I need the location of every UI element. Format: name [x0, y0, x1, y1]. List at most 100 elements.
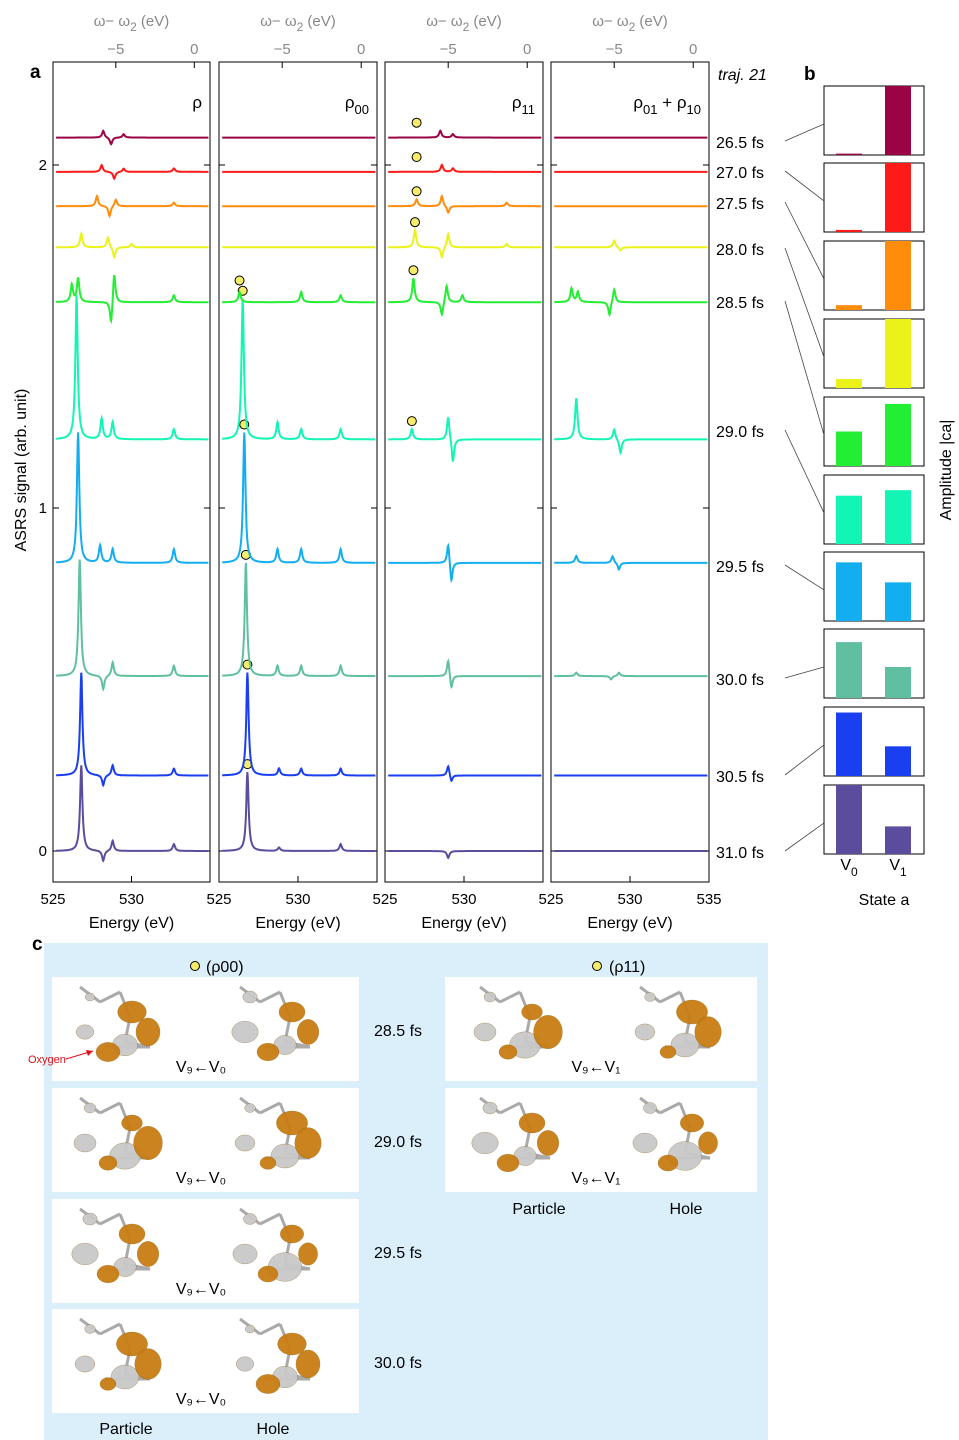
bar-frame [823, 240, 925, 311]
spectrum-trace-29-5-fs [388, 542, 542, 584]
spectrum-trace-26-5-fs [388, 129, 542, 139]
bar-V1 [885, 403, 911, 466]
time-label: 29.5 fs [716, 559, 764, 576]
top-tick-label: 0 [689, 41, 697, 58]
bond [99, 1322, 121, 1336]
bar-V1 [885, 666, 911, 698]
header-rho11: (ρ11) [609, 959, 645, 976]
spectrum-trace-28-0-fs [388, 227, 542, 260]
bar-frame [823, 318, 925, 389]
hole-orbital [632, 1096, 718, 1172]
bond [659, 1101, 681, 1115]
panel-label-c: c [32, 934, 43, 955]
orbital-row-rho00: V₉←V₀ 29.0 fs [52, 1088, 422, 1192]
time-label: 27.5 fs [716, 196, 764, 213]
transition-label: V₉←V₀ [176, 1170, 226, 1187]
orbital-lobe-orange [533, 1015, 563, 1049]
orbital-lobe-orange [537, 1130, 559, 1156]
orbital-lobe-gray [482, 1101, 498, 1115]
x-axis-label: Energy (eV) [89, 915, 174, 932]
orbital-lobe-orange [496, 1154, 520, 1172]
transition-label: V₉←V₁ [571, 1170, 620, 1187]
orbital-lobe-orange [278, 1001, 306, 1023]
orbital-lobe-orange [657, 1154, 679, 1172]
spectrum-trace-26-5-fs [56, 129, 209, 146]
spectrum-trace-29-5-fs [56, 432, 209, 564]
time-label: 30.5 fs [716, 769, 764, 786]
orbital-lobe-orange [95, 1042, 121, 1062]
peak-marker [410, 217, 421, 228]
spectrum-trace-29-5-fs [553, 554, 708, 572]
orbital-lobe-orange [98, 1155, 118, 1171]
spectrum-trace-28-5-fs [554, 285, 708, 318]
orbital-lobe-orange [498, 1044, 518, 1060]
particle-label: Particle [512, 1201, 565, 1218]
orbital-row-rho00: V₉←V₀ 30.0 fs [52, 1309, 422, 1413]
bar-V1 [885, 163, 911, 232]
panel-frame [550, 61, 710, 883]
bar-y-axis-label: Amplitude |ca| [938, 420, 955, 521]
oxygen-arrow-head [86, 1050, 93, 1056]
top-axis-label: ω− ω2 (eV) [260, 13, 336, 34]
orbital-lobe-gray [110, 1364, 140, 1390]
time-label: 28.5 fs [716, 295, 764, 312]
orbital-lobe-gray [234, 1134, 256, 1152]
bar-panel-29-5-fs [823, 551, 925, 622]
spectrum-trace-28-0-fs [554, 238, 708, 252]
orbital-lobe-gray [231, 1021, 259, 1043]
bond [259, 1322, 281, 1336]
peak-marker [406, 416, 417, 427]
x-axis-label: Energy (eV) [587, 915, 672, 932]
panel-label-b: b [804, 64, 816, 85]
particle-orbital [473, 985, 563, 1060]
particle-orbital [73, 1096, 163, 1171]
orbital-lobe-orange [116, 1331, 148, 1357]
bar-V0 [836, 642, 862, 698]
panel-title: ρ11 [512, 93, 535, 117]
connector [784, 564, 825, 591]
orbital-lobe-gray [270, 1143, 300, 1169]
orbital-lobe-gray [244, 1103, 256, 1113]
bond [99, 1101, 121, 1115]
bar-panel-26-5-fs [823, 85, 925, 156]
x-tick-label: 525 [372, 891, 397, 908]
x-tick-label: 525 [538, 891, 563, 908]
bond [659, 990, 681, 1004]
bar-panel-30-0-fs [823, 628, 925, 699]
orbital-lobe-orange [295, 1349, 321, 1379]
orbital-panel: (ρ00) (ρ11) V₉←V₀ 28.5 fs V₉←V₀ 29.0 fs V₉←V₀ 2… [28, 959, 757, 1438]
bar-panel-31-0-fs [823, 784, 925, 855]
orbital-lobe-gray [73, 1133, 97, 1153]
orbital-lobe-orange [694, 1016, 722, 1048]
spectrum-trace-30-5-fs [56, 672, 209, 788]
bar-frame [823, 628, 925, 699]
bar-V0 [836, 379, 862, 388]
spectrum-trace-30-5-fs [388, 764, 542, 783]
time-label: 30.0 fs [716, 672, 764, 689]
amplitude-bar-panels: V0 V1 [823, 85, 925, 879]
y-tick-label: 2 [39, 157, 47, 174]
spectrum-trace-27-5-fs [56, 193, 209, 219]
top-axis-label: ω− ω2 (eV) [592, 13, 668, 34]
orbital-lobe-orange [659, 1045, 677, 1059]
bar-panel-29-0-fs [823, 474, 925, 545]
peak-marker [234, 275, 245, 286]
spectrum-trace-28-5-fs [388, 277, 542, 318]
time-label: 31.0 fs [716, 845, 764, 862]
orbital-lobe-orange [698, 1131, 718, 1155]
y-tick-label: 0 [39, 843, 47, 860]
hole-orbital [236, 1317, 321, 1394]
spectrum-trace-27-5-fs [388, 194, 542, 214]
bar-V1 [885, 746, 911, 776]
orbital-lobe-gray [76, 1024, 94, 1040]
top-tick-label: 0 [357, 41, 365, 58]
hole-orbital [234, 1096, 322, 1170]
time-label: 27.0 fs [716, 165, 764, 182]
orbital-lobe-orange [259, 1156, 277, 1170]
bar-frame [823, 474, 925, 545]
bond [259, 1101, 281, 1115]
orbital-lobe-gray [243, 1213, 257, 1225]
bond [99, 990, 121, 1004]
bar-category-label: V0 [840, 857, 858, 879]
orbital-lobe-gray [643, 1102, 657, 1114]
